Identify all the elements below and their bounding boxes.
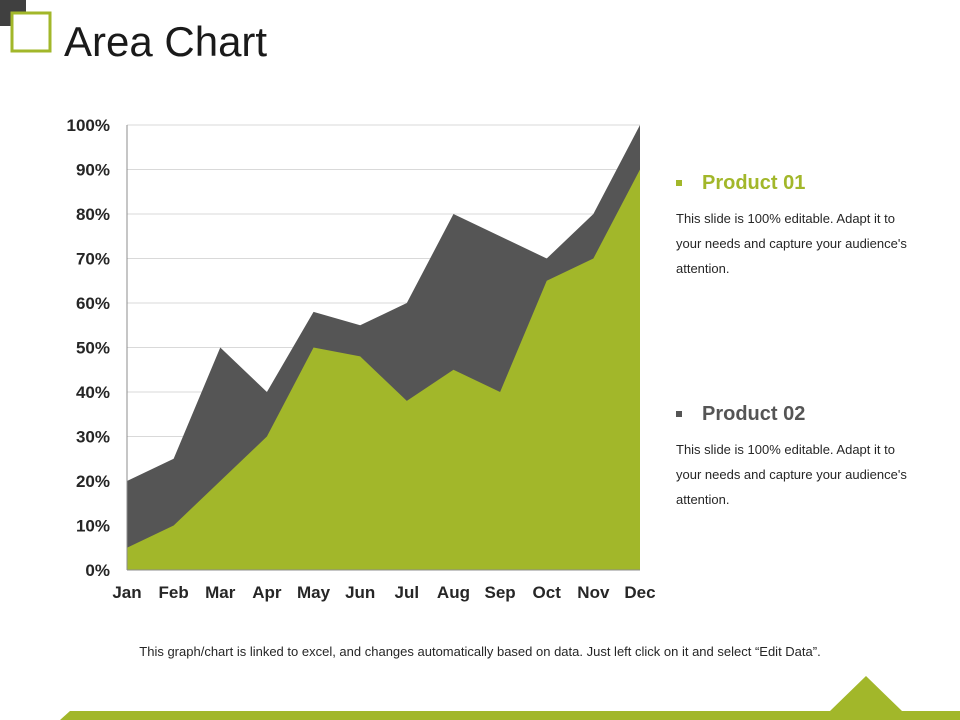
y-tick-label: 60% — [76, 294, 110, 313]
legend-entry-product-01: Product 01 This slide is 100% editable. … — [676, 170, 916, 281]
series-areas — [127, 125, 640, 570]
y-tick-label: 70% — [76, 250, 110, 269]
footnote: This graph/chart is linked to excel, and… — [139, 644, 821, 659]
y-tick-labels: 0% 10% 20% 30% 40% 50% 60% 70% 80% 90% 100% — [67, 116, 110, 580]
y-tick-label: 40% — [76, 383, 110, 402]
x-tick-label: Jan — [112, 583, 141, 602]
x-tick-labels: Jan Feb Mar Apr May Jun Jul Aug Sep Oct Nov Dec — [112, 583, 655, 602]
y-tick-label: 90% — [76, 161, 110, 180]
page-title: Area Chart — [64, 18, 268, 65]
logo-mark-icon — [0, 0, 52, 53]
legend-bullet-icon — [676, 411, 682, 417]
legend-bullet-icon — [676, 180, 682, 186]
x-tick-label: Sep — [484, 583, 515, 602]
y-tick-label: 20% — [76, 472, 110, 491]
area-chart: 0% 10% 20% 30% 40% 50% 60% 70% 80% 90% 100% Jan Feb… — [67, 116, 656, 602]
x-tick-label: Nov — [577, 583, 610, 602]
legend-description: This slide is 100% editable. Adapt it to… — [676, 211, 907, 276]
chart-axes — [126, 125, 640, 571]
x-tick-label: Jul — [395, 583, 420, 602]
x-tick-label: Mar — [205, 583, 236, 602]
y-tick-label: 100% — [67, 116, 110, 135]
legend-entry-product-02: Product 02 This slide is 100% editable. … — [676, 401, 916, 512]
y-tick-label: 0% — [85, 561, 110, 580]
x-tick-label: May — [297, 583, 331, 602]
legend-description: This slide is 100% editable. Adapt it to… — [676, 442, 907, 507]
x-tick-label: Feb — [159, 583, 189, 602]
y-tick-label: 80% — [76, 205, 110, 224]
x-tick-label: Jun — [345, 583, 375, 602]
x-tick-label: Dec — [624, 583, 655, 602]
y-tick-label: 30% — [76, 428, 110, 447]
legend-name: Product 01 — [702, 172, 806, 194]
y-tick-label: 50% — [76, 339, 110, 358]
legend-name: Product 02 — [702, 403, 806, 425]
x-tick-label: Apr — [252, 583, 282, 602]
x-tick-label: Aug — [437, 583, 470, 602]
y-tick-label: 10% — [76, 517, 110, 536]
x-tick-label: Oct — [533, 583, 562, 602]
area-series-product-01 — [127, 169, 640, 570]
footer-band — [60, 676, 960, 720]
